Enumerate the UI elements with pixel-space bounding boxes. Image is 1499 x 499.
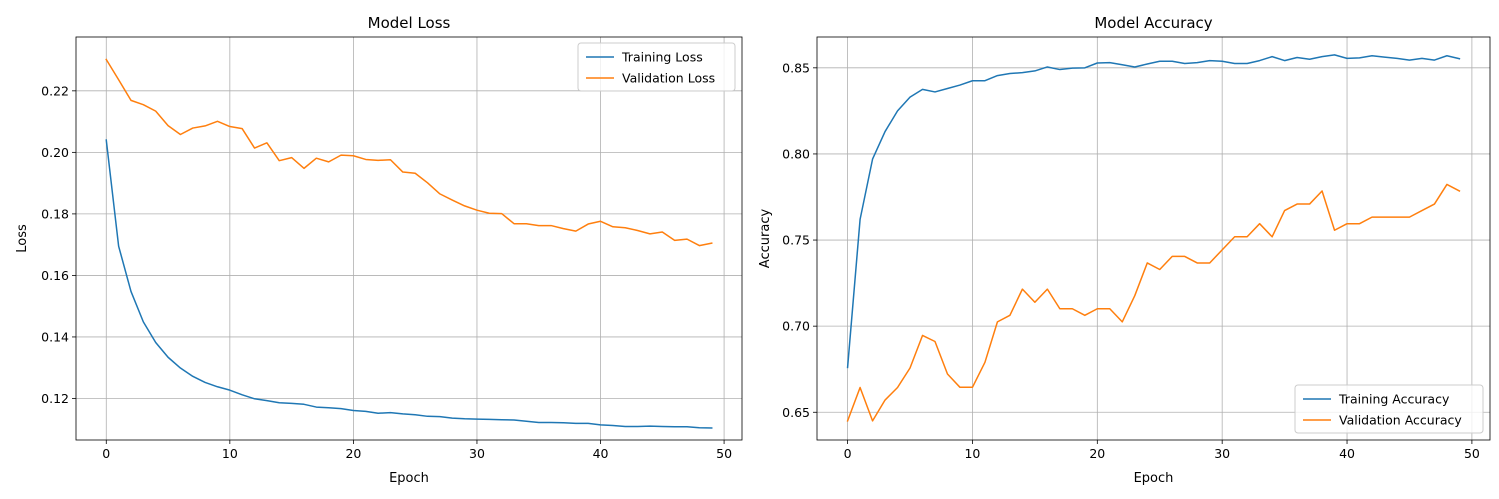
series-line-validation-loss [105, 58, 713, 247]
x-tick-label: 10 [964, 446, 980, 461]
y-tick-label: 0.20 [41, 145, 69, 160]
y-axis-label: Accuracy [758, 209, 773, 269]
legend-entry: Training Loss [621, 50, 703, 65]
series-line-validation-accuracy [846, 183, 1461, 422]
y-tick-label: 0.65 [782, 405, 810, 420]
legend-box [577, 42, 736, 92]
y-tick-label: 0.85 [782, 60, 810, 75]
legend-entry: Training Accuracy [1338, 392, 1450, 407]
y-tick-label: 0.70 [782, 319, 810, 334]
series-line-training-loss [105, 139, 713, 429]
chart-title: Model Loss [368, 14, 451, 32]
chart-panel-0: 0 10 20 30 40 50 0.12 0.14 0.16 0.18 0.20 0.22 Model… [15, 14, 743, 486]
legend: Training Accuracy Validation Accuracy [1294, 384, 1484, 434]
x-axis-label: Epoch [1134, 471, 1174, 486]
x-tick-label: 10 [222, 446, 238, 461]
plot-frame [816, 36, 1491, 441]
x-axis-label: Epoch [389, 471, 429, 486]
y-tick-label: 0.75 [782, 233, 810, 248]
x-tick-label: 50 [1464, 446, 1480, 461]
y-tick-label: 0.16 [41, 268, 69, 283]
plot-frame [75, 36, 743, 441]
series-line-training-accuracy [846, 54, 1461, 369]
x-tick-label: 30 [469, 446, 485, 461]
y-tick-label: 0.18 [41, 206, 69, 221]
x-tick-label: 40 [593, 446, 609, 461]
legend-entry: Validation Loss [622, 71, 715, 86]
x-tick-label: 50 [716, 446, 732, 461]
legend-box [1294, 384, 1484, 434]
legend: Training Loss Validation Loss [577, 42, 736, 92]
x-tick-label: 0 [102, 446, 110, 461]
x-tick-label: 30 [1214, 446, 1230, 461]
x-tick-label: 40 [1339, 446, 1355, 461]
chart-panel-1: 0 10 20 30 40 50 0.65 0.70 0.75 0.80 0.85 Model Acc… [758, 14, 1491, 486]
x-tick-label: 20 [1089, 446, 1105, 461]
y-tick-label: 0.22 [41, 83, 69, 98]
chart-title: Model Accuracy [1094, 14, 1212, 32]
y-tick-label: 0.14 [41, 329, 69, 344]
legend-entry: Validation Accuracy [1339, 413, 1462, 428]
y-tick-label: 0.80 [782, 146, 810, 161]
y-axis-label: Loss [15, 224, 30, 253]
x-tick-label: 20 [345, 446, 361, 461]
y-tick-label: 0.12 [41, 391, 69, 406]
x-tick-label: 0 [844, 446, 852, 461]
